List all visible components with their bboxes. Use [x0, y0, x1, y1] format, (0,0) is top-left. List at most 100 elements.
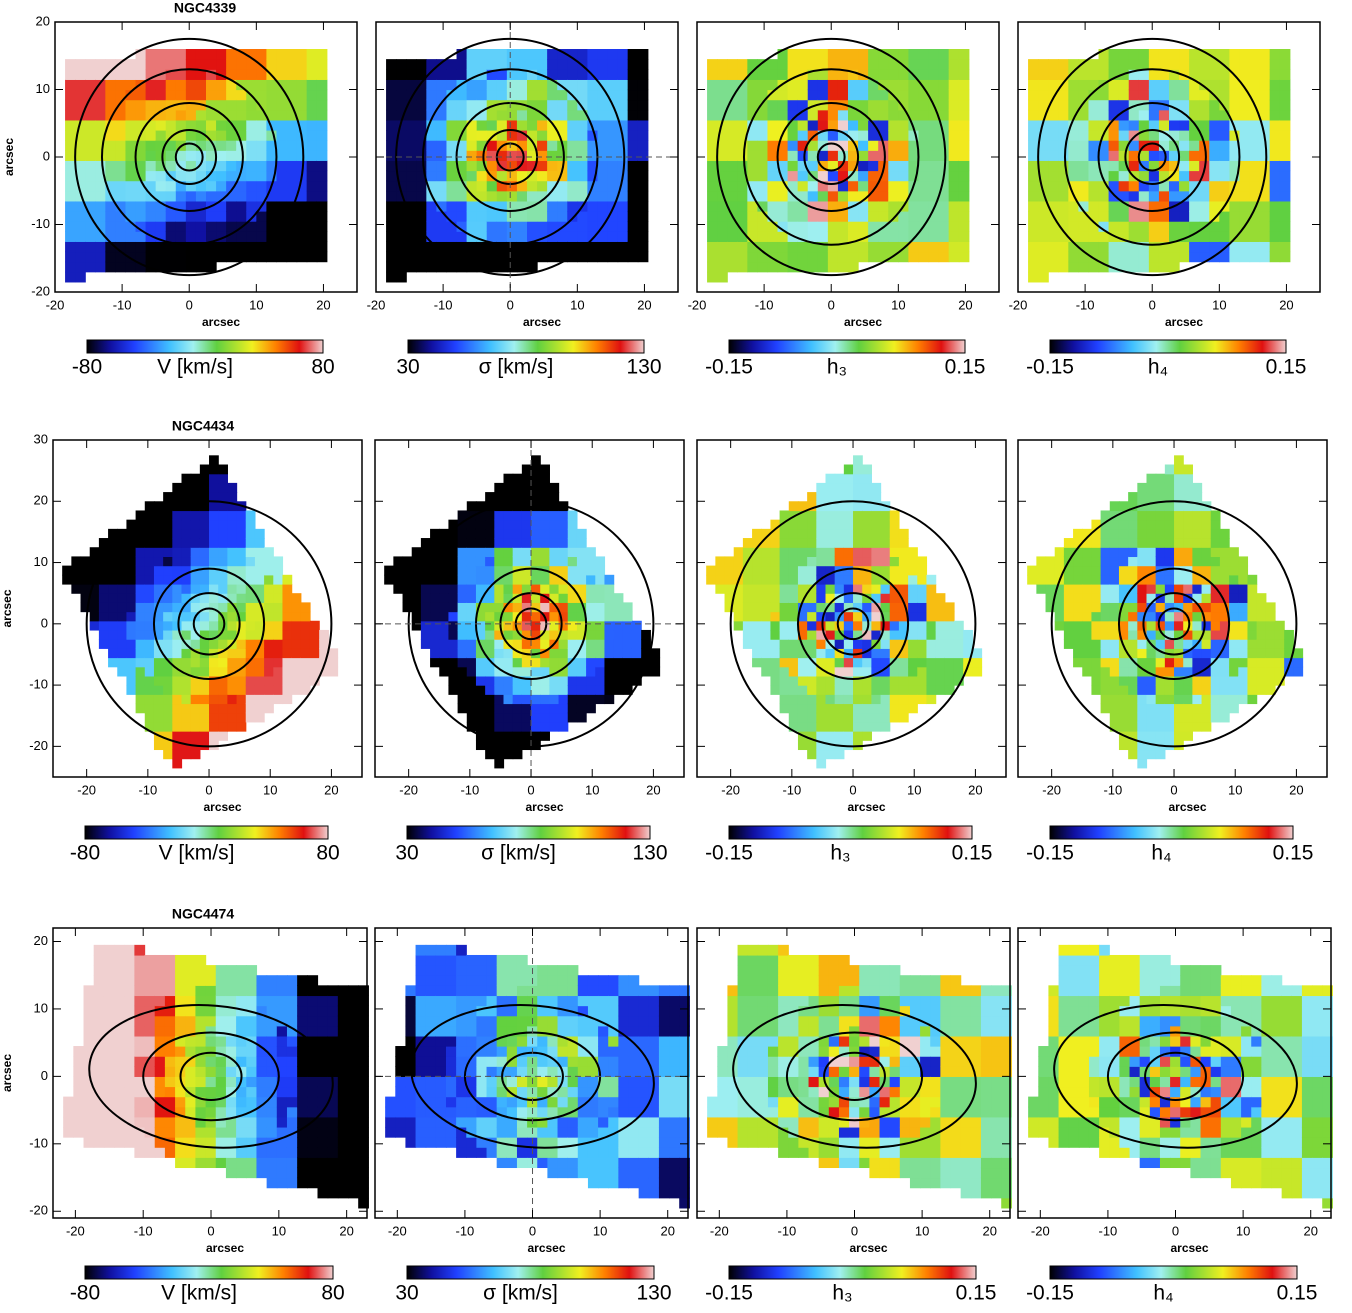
map-cell — [837, 150, 849, 161]
map-cell — [1209, 231, 1220, 242]
map-cell — [506, 160, 518, 172]
map-cell — [807, 492, 817, 502]
map-cell — [862, 602, 872, 613]
map-cell — [531, 528, 541, 539]
map-cell — [273, 657, 284, 668]
map-cell — [637, 160, 649, 172]
map-cell — [1219, 611, 1230, 622]
map-cell — [296, 231, 308, 242]
map-cell — [256, 221, 267, 232]
map-cell — [218, 501, 228, 512]
map-cell — [256, 89, 267, 101]
map-cell — [144, 574, 155, 585]
map-cell — [747, 211, 758, 222]
map-cell — [494, 510, 505, 521]
map-cell — [1192, 648, 1203, 659]
map-cell — [617, 49, 629, 60]
map-cell — [733, 611, 744, 622]
map-cell — [306, 160, 318, 172]
map-cell — [245, 648, 256, 659]
map-cell — [843, 712, 854, 723]
map-cell — [1088, 130, 1100, 141]
map-cell — [938, 231, 950, 242]
map — [1028, 49, 1291, 283]
map-cell — [165, 160, 177, 172]
map-cell — [273, 629, 284, 640]
map-cell — [485, 694, 495, 705]
map-cell — [944, 648, 955, 659]
x-tick-label: 20 — [1289, 782, 1303, 797]
map-cell — [209, 731, 219, 741]
map-cell — [889, 675, 900, 686]
map-cell — [209, 574, 219, 585]
map-cell — [1078, 211, 1090, 222]
map-cell — [503, 611, 514, 622]
map-cell — [386, 160, 397, 172]
map-cell — [273, 602, 284, 613]
map-cell — [306, 89, 318, 101]
map-cell — [114, 1126, 125, 1138]
map-cell — [1164, 712, 1175, 723]
map-cell — [286, 231, 298, 242]
map-cell — [1128, 501, 1138, 512]
map-cell — [1229, 119, 1241, 131]
map-cell — [908, 611, 918, 622]
map-cell — [496, 150, 508, 161]
map-cell — [1209, 49, 1220, 60]
map-cell — [547, 59, 558, 70]
map-cell — [246, 79, 257, 91]
map-cell — [928, 89, 940, 101]
map-cell — [622, 602, 633, 613]
map-cell — [164, 1066, 176, 1077]
map-cell — [65, 130, 76, 141]
map-cell — [825, 620, 836, 631]
map-cell — [1048, 69, 1059, 80]
map-cell — [1174, 593, 1184, 603]
map-cell — [557, 231, 568, 242]
map-cell — [779, 547, 790, 558]
map-cell — [586, 675, 596, 686]
map-cell — [1219, 574, 1230, 585]
map-cell — [1028, 79, 1039, 91]
map-cell — [172, 482, 183, 493]
map-cell — [126, 593, 137, 603]
map-cell — [1229, 574, 1239, 585]
map-cell — [641, 629, 651, 640]
map-cell — [1108, 211, 1120, 222]
map-cell — [1078, 221, 1090, 232]
map-cell — [537, 109, 548, 121]
map-cell — [770, 675, 781, 686]
map-cell — [825, 648, 836, 659]
map-cell — [456, 160, 468, 172]
map-cell — [707, 160, 718, 172]
map-cell — [154, 1015, 166, 1027]
map-cell — [1038, 119, 1049, 131]
map-cell — [1201, 629, 1212, 640]
map-cell — [1192, 712, 1203, 723]
map-cell — [613, 602, 624, 613]
map-cell — [531, 565, 541, 576]
map-cell — [843, 620, 854, 631]
map-cell — [1078, 69, 1090, 80]
map-cell — [256, 49, 267, 60]
map-cell — [788, 629, 799, 640]
map-cell — [124, 1035, 135, 1047]
map-cell — [871, 611, 882, 622]
map-cell — [496, 49, 508, 60]
map-cell — [227, 629, 238, 640]
map-cell — [587, 221, 599, 232]
map-cell — [386, 180, 397, 192]
map-cell — [475, 648, 486, 659]
map-cell — [817, 231, 829, 242]
map-cell — [384, 565, 394, 576]
map-cell — [144, 593, 155, 603]
x-axis-label: arcsec — [523, 315, 561, 329]
map-cell — [227, 703, 238, 714]
map-cell — [206, 231, 217, 242]
map-cell — [880, 675, 891, 686]
map-cell — [145, 99, 157, 111]
map-cell — [83, 1025, 95, 1037]
map-cell — [175, 1096, 186, 1108]
map-cell — [436, 79, 448, 91]
map-cell — [1183, 501, 1193, 512]
